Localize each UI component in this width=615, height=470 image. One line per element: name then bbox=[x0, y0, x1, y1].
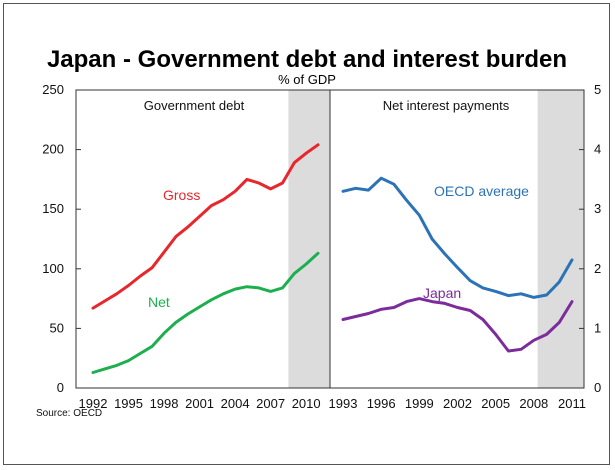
right-axis-tick-label: 4 bbox=[594, 142, 601, 157]
x-axis-tick-label: 2004 bbox=[221, 396, 250, 411]
left-axis-tick-label: 250 bbox=[42, 82, 64, 97]
right-panel-frame bbox=[329, 89, 585, 389]
x-axis-tick-label: 2001 bbox=[185, 396, 214, 411]
right-axis-tick-label: 3 bbox=[594, 201, 601, 216]
source-note: Source: OECD bbox=[36, 408, 102, 419]
x-axis-tick-label: 2007 bbox=[256, 396, 285, 411]
x-axis-tick-label: 1996 bbox=[367, 396, 396, 411]
series-label-oecd-average: OECD average bbox=[434, 183, 529, 199]
x-axis-tick-label: 2008 bbox=[519, 396, 548, 411]
chart-frame: Japan - Government debt and interest bur… bbox=[3, 3, 610, 465]
chart-title: Japan - Government debt and interest bur… bbox=[47, 46, 567, 73]
right-axis-tick-label: 0 bbox=[594, 380, 601, 395]
x-axis-tick-label: 1999 bbox=[405, 396, 434, 411]
left-axis-tick-label: 200 bbox=[42, 142, 64, 157]
x-axis-tick-label: 2011 bbox=[558, 396, 586, 411]
x-axis-tick-label: 2005 bbox=[481, 396, 510, 411]
x-axis-tick-label: 1993 bbox=[329, 396, 358, 411]
left-panel-title: Government debt bbox=[144, 98, 245, 113]
right-axis-tick-label: 1 bbox=[594, 320, 601, 335]
series-line-gross bbox=[91, 143, 320, 310]
series-label-gross: Gross bbox=[163, 187, 200, 203]
forecast-shade-right bbox=[537, 90, 584, 388]
series-label-japan: Japan bbox=[423, 285, 461, 301]
x-axis-tick-label: 2002 bbox=[443, 396, 472, 411]
series-line-net bbox=[91, 251, 320, 374]
series-label-net: Net bbox=[148, 294, 170, 310]
series-line-japan bbox=[341, 297, 574, 353]
left-axis-tick-label: 50 bbox=[50, 320, 64, 335]
chart-subtitle: % of GDP bbox=[278, 72, 336, 87]
left-axis-tick-label: 150 bbox=[42, 201, 64, 216]
right-axis-tick-label: 2 bbox=[594, 261, 601, 276]
forecast-shade-left bbox=[288, 90, 330, 388]
left-axis-tick-label: 0 bbox=[57, 380, 64, 395]
chart-svg: Japan - Government debt and interest bur… bbox=[36, 46, 601, 419]
x-axis-tick-label: 2010 bbox=[292, 396, 321, 411]
x-axis-tick-label: 1998 bbox=[150, 396, 179, 411]
right-axis-tick-label: 5 bbox=[594, 82, 601, 97]
x-axis-tick-label: 1992 bbox=[79, 396, 108, 411]
series-line-oecd-average bbox=[341, 176, 574, 299]
left-axis-tick-label: 100 bbox=[42, 261, 64, 276]
x-axis-tick-label: 1995 bbox=[114, 396, 143, 411]
right-panel-title: Net interest payments bbox=[383, 98, 510, 113]
